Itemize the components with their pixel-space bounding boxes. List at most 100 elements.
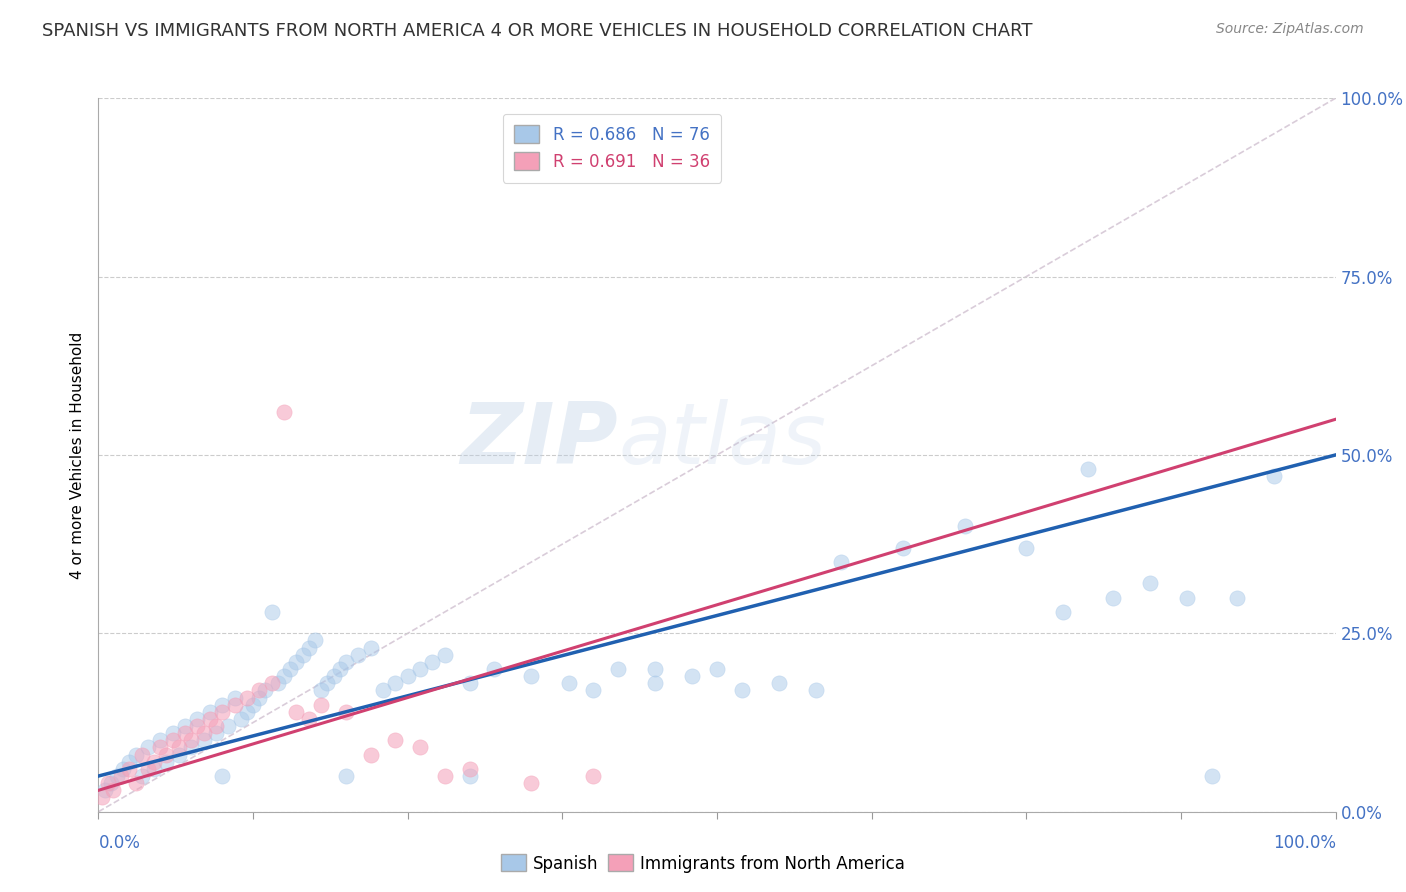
Point <box>155 747 177 762</box>
Point <box>644 676 666 690</box>
Point <box>273 669 295 683</box>
Point <box>205 726 228 740</box>
Point <box>458 762 481 776</box>
Point <box>260 605 283 619</box>
Point <box>830 555 852 569</box>
Point <box>162 726 184 740</box>
Point <box>1175 591 1198 605</box>
Point <box>198 712 221 726</box>
Text: 100.0%: 100.0% <box>1272 834 1336 852</box>
Point <box>211 705 233 719</box>
Point <box>309 683 332 698</box>
Point <box>322 669 344 683</box>
Point <box>118 755 141 769</box>
Point <box>304 633 326 648</box>
Point <box>1052 605 1074 619</box>
Point <box>953 519 976 533</box>
Point <box>384 733 406 747</box>
Point <box>229 712 252 726</box>
Point <box>644 662 666 676</box>
Point <box>335 769 357 783</box>
Point <box>236 705 259 719</box>
Point <box>360 747 382 762</box>
Point <box>100 776 122 790</box>
Point <box>484 662 506 676</box>
Point <box>520 776 543 790</box>
Point <box>242 698 264 712</box>
Point <box>224 698 246 712</box>
Point <box>804 683 827 698</box>
Point <box>186 719 208 733</box>
Point <box>143 762 166 776</box>
Point <box>706 662 728 676</box>
Point <box>247 683 270 698</box>
Point <box>93 783 115 797</box>
Point <box>360 640 382 655</box>
Point <box>520 669 543 683</box>
Point <box>236 690 259 705</box>
Point <box>267 676 290 690</box>
Point <box>211 698 233 712</box>
Point <box>731 683 754 698</box>
Point <box>186 712 208 726</box>
Point <box>205 719 228 733</box>
Point <box>131 747 153 762</box>
Point <box>254 683 277 698</box>
Text: Source: ZipAtlas.com: Source: ZipAtlas.com <box>1216 22 1364 37</box>
Point <box>1077 462 1099 476</box>
Point <box>371 683 394 698</box>
Point <box>167 740 190 755</box>
Point <box>103 783 125 797</box>
Point <box>198 705 221 719</box>
Point <box>180 740 202 755</box>
Point <box>433 648 456 662</box>
Point <box>136 762 159 776</box>
Point <box>607 662 630 676</box>
Point <box>891 541 914 555</box>
Point <box>167 747 190 762</box>
Point <box>217 719 239 733</box>
Point <box>1015 541 1038 555</box>
Point <box>384 676 406 690</box>
Point <box>211 769 233 783</box>
Point <box>298 640 321 655</box>
Point <box>247 690 270 705</box>
Point <box>458 769 481 783</box>
Point <box>681 669 703 683</box>
Point <box>1102 591 1125 605</box>
Point <box>335 705 357 719</box>
Point <box>124 747 146 762</box>
Point <box>329 662 352 676</box>
Point <box>110 769 132 783</box>
Point <box>149 740 172 755</box>
Point <box>557 676 579 690</box>
Point <box>347 648 370 662</box>
Point <box>422 655 444 669</box>
Point <box>193 726 215 740</box>
Point <box>458 676 481 690</box>
Point <box>143 755 166 769</box>
Point <box>1263 469 1285 483</box>
Legend: R = 0.686   N = 76, R = 0.691   N = 36: R = 0.686 N = 76, R = 0.691 N = 36 <box>503 113 721 183</box>
Point <box>316 676 339 690</box>
Point <box>409 662 432 676</box>
Point <box>97 776 120 790</box>
Point <box>1201 769 1223 783</box>
Point <box>112 762 135 776</box>
Point <box>193 733 215 747</box>
Point <box>1226 591 1249 605</box>
Point <box>285 655 308 669</box>
Point <box>335 655 357 669</box>
Point <box>409 740 432 755</box>
Point <box>768 676 790 690</box>
Point <box>285 705 308 719</box>
Point <box>105 769 128 783</box>
Point <box>136 740 159 755</box>
Point <box>155 755 177 769</box>
Point <box>309 698 332 712</box>
Point <box>224 690 246 705</box>
Point <box>1139 576 1161 591</box>
Legend: Spanish, Immigrants from North America: Spanish, Immigrants from North America <box>495 847 911 880</box>
Point <box>149 733 172 747</box>
Point <box>582 683 605 698</box>
